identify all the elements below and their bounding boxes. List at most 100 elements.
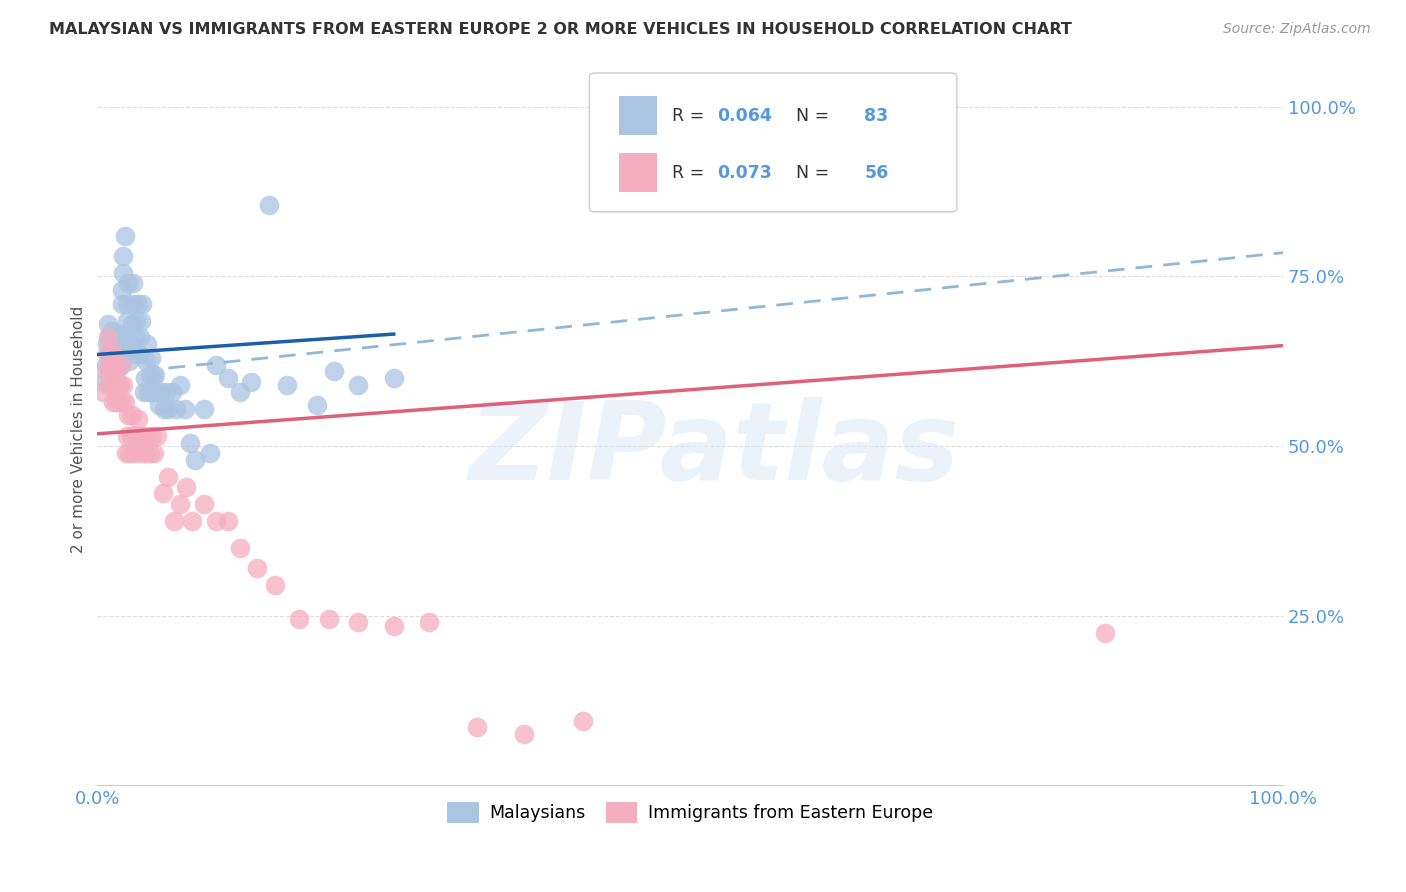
Point [121, 317, 143, 331]
Point [105, 347, 128, 361]
Point [323, 364, 346, 378]
Point [125, 313, 148, 327]
Point [108, 344, 131, 359]
Point [193, 401, 215, 416]
Point [169, 378, 191, 392]
Point [181, 514, 204, 528]
Text: 0.064: 0.064 [717, 107, 772, 125]
Point [135, 354, 157, 368]
Point [118, 446, 141, 460]
Point [114, 228, 136, 243]
Point [276, 378, 298, 392]
Point [94, 364, 117, 378]
Point [246, 561, 269, 575]
Point [97, 317, 120, 331]
Point [205, 358, 228, 372]
Point [217, 371, 239, 385]
Point [264, 578, 287, 592]
Point [112, 249, 135, 263]
Point [132, 384, 155, 399]
Point [150, 384, 173, 399]
Point [382, 371, 405, 385]
Text: 56: 56 [865, 163, 889, 182]
Point [157, 469, 180, 483]
Point [107, 351, 129, 365]
Point [193, 497, 215, 511]
Point [111, 283, 134, 297]
Point [108, 378, 131, 392]
Point [155, 384, 177, 399]
Point [347, 378, 370, 392]
Point [100, 324, 122, 338]
Point [157, 401, 180, 416]
Point [97, 330, 120, 344]
Point [100, 351, 122, 365]
Point [104, 361, 127, 376]
Point [122, 446, 145, 460]
Point [134, 446, 156, 460]
Point [174, 401, 197, 416]
Text: N =: N = [785, 107, 835, 125]
Point [143, 384, 166, 399]
Point [145, 429, 167, 443]
Point [105, 330, 128, 344]
Point [127, 412, 149, 426]
Point [111, 296, 134, 310]
Point [103, 344, 125, 359]
Point [169, 497, 191, 511]
Point [143, 446, 166, 460]
Point [148, 398, 170, 412]
Point [163, 514, 186, 528]
Point [145, 384, 167, 399]
Point [136, 429, 159, 443]
Point [112, 266, 135, 280]
Point [110, 337, 132, 351]
Point [122, 347, 145, 361]
Point [228, 384, 250, 399]
Point [121, 409, 143, 423]
Point [572, 714, 595, 728]
Point [160, 384, 183, 399]
Point [127, 296, 149, 310]
Point [120, 337, 142, 351]
Point [104, 337, 127, 351]
Point [217, 514, 239, 528]
Point [104, 358, 127, 372]
Point [305, 398, 328, 412]
Point [129, 313, 152, 327]
Point [138, 446, 160, 460]
Point [107, 361, 129, 376]
Point [131, 296, 153, 310]
Legend: Malaysians, Immigrants from Eastern Europe: Malaysians, Immigrants from Eastern Euro… [440, 795, 939, 830]
Point [122, 296, 145, 310]
Point [114, 330, 136, 344]
Point [110, 358, 132, 372]
Point [100, 361, 122, 376]
Point [91, 375, 114, 389]
Point [152, 486, 174, 500]
Point [139, 351, 162, 365]
Point [98, 378, 121, 392]
Point [382, 618, 405, 632]
Text: ZIPatlas: ZIPatlas [468, 398, 959, 503]
Point [205, 514, 228, 528]
Point [141, 384, 163, 399]
Point [183, 452, 205, 467]
Point [110, 358, 132, 372]
Point [98, 347, 121, 361]
Point [129, 446, 152, 460]
Bar [619, 96, 657, 136]
Point [152, 401, 174, 416]
Point [115, 429, 138, 443]
Text: N =: N = [785, 163, 835, 182]
Point [179, 435, 201, 450]
Point [129, 330, 152, 344]
Point [138, 368, 160, 382]
Point [114, 446, 136, 460]
Point [513, 727, 536, 741]
Point [142, 368, 165, 382]
Point [165, 401, 187, 416]
Point [1094, 625, 1116, 640]
Point [141, 429, 163, 443]
Point [94, 358, 117, 372]
